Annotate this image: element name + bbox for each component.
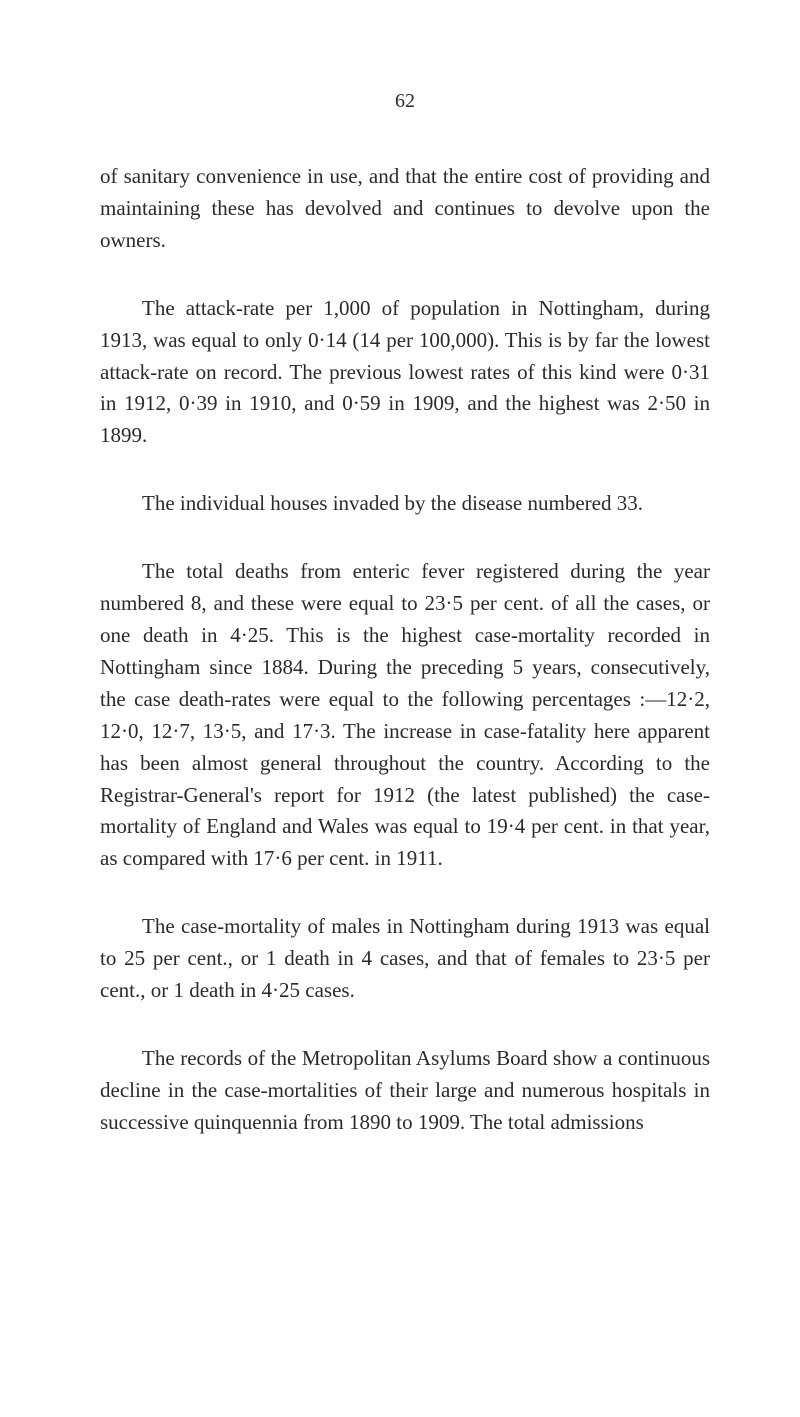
- paragraph-4-text: The total deaths from enteric fever regi…: [100, 559, 710, 870]
- paragraph-5-text: The case-mortality of males in Nottingha…: [100, 914, 710, 1002]
- paragraph-3: The individual houses invaded by the dis…: [100, 488, 710, 520]
- paragraph-3-text: The individual houses invaded by the dis…: [142, 491, 643, 515]
- paragraph-5: The case-mortality of males in Nottingha…: [100, 911, 710, 1007]
- paragraph-4: The total deaths from enteric fever regi…: [100, 556, 710, 875]
- paragraph-6-text: The records of the Metropolitan Asylums …: [100, 1046, 710, 1134]
- page-number: 62: [100, 90, 710, 113]
- paragraph-2: The attack-rate per 1,000 of population …: [100, 293, 710, 453]
- paragraph-1: of sanitary convenience in use, and that…: [100, 161, 710, 257]
- paragraph-6: The records of the Metropolitan Asylums …: [100, 1043, 710, 1139]
- paragraph-2-text: The attack-rate per 1,000 of population …: [100, 296, 710, 448]
